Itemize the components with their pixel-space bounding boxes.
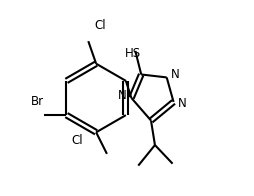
Text: N: N	[177, 97, 186, 110]
Text: N: N	[118, 89, 126, 102]
Text: N: N	[170, 68, 179, 81]
Text: Cl: Cl	[94, 19, 105, 32]
Text: Cl: Cl	[71, 134, 83, 147]
Text: Br: Br	[31, 95, 44, 108]
Text: HS: HS	[125, 47, 141, 60]
